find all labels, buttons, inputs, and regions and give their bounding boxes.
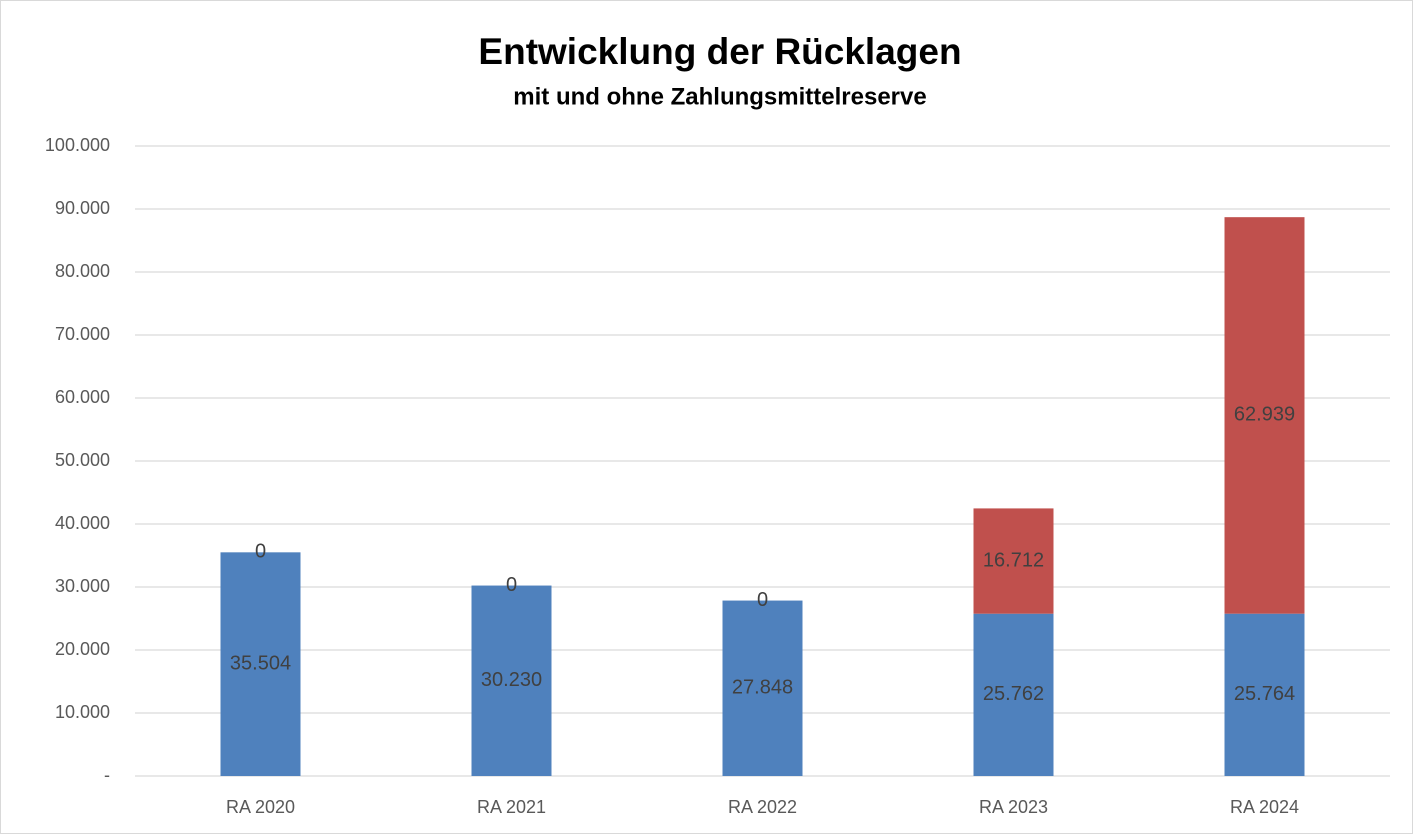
value-label: 27.848 [732,677,793,699]
value-label: 30.230 [481,669,542,691]
y-tick-label: 90.000 [55,198,110,218]
value-label: 0 [255,541,266,563]
y-tick-label: - [104,765,110,785]
value-label: 25.762 [983,683,1044,705]
y-tick-label: 80.000 [55,261,110,281]
value-label: 35.504 [230,652,291,674]
y-tick-label: 40.000 [55,513,110,533]
y-tick-label: 20.000 [55,639,110,659]
bar-segment [1224,217,1305,614]
y-tick-label: 30.000 [55,576,110,596]
bar-segment [220,552,301,776]
value-label: 0 [506,574,517,596]
bar-segment [973,613,1054,776]
y-tick-label: 50.000 [55,450,110,470]
value-label: 16.712 [983,549,1044,571]
y-tick-label: 60.000 [55,387,110,407]
chart-subtitle: mit und ohne Zahlungsmittelreserve [513,83,926,110]
x-tick-label: RA 2020 [226,797,295,817]
y-tick-label: 100.000 [45,135,110,155]
chart-title: Entwicklung der Rücklagen [478,31,961,72]
x-tick-label: RA 2021 [477,797,546,817]
x-tick-label: RA 2022 [728,797,797,817]
bar-segment [973,508,1054,614]
y-tick-label: 70.000 [55,324,110,344]
y-tick-label: 10.000 [55,702,110,722]
value-label: 62.939 [1234,404,1295,426]
value-label: 25.764 [1234,683,1295,705]
x-tick-label: RA 2023 [979,797,1048,817]
bar-segment [722,600,803,776]
value-label: 0 [757,589,768,611]
bar-segment [1224,613,1305,776]
bar-segment [471,585,552,776]
x-tick-label: RA 2024 [1230,797,1299,817]
